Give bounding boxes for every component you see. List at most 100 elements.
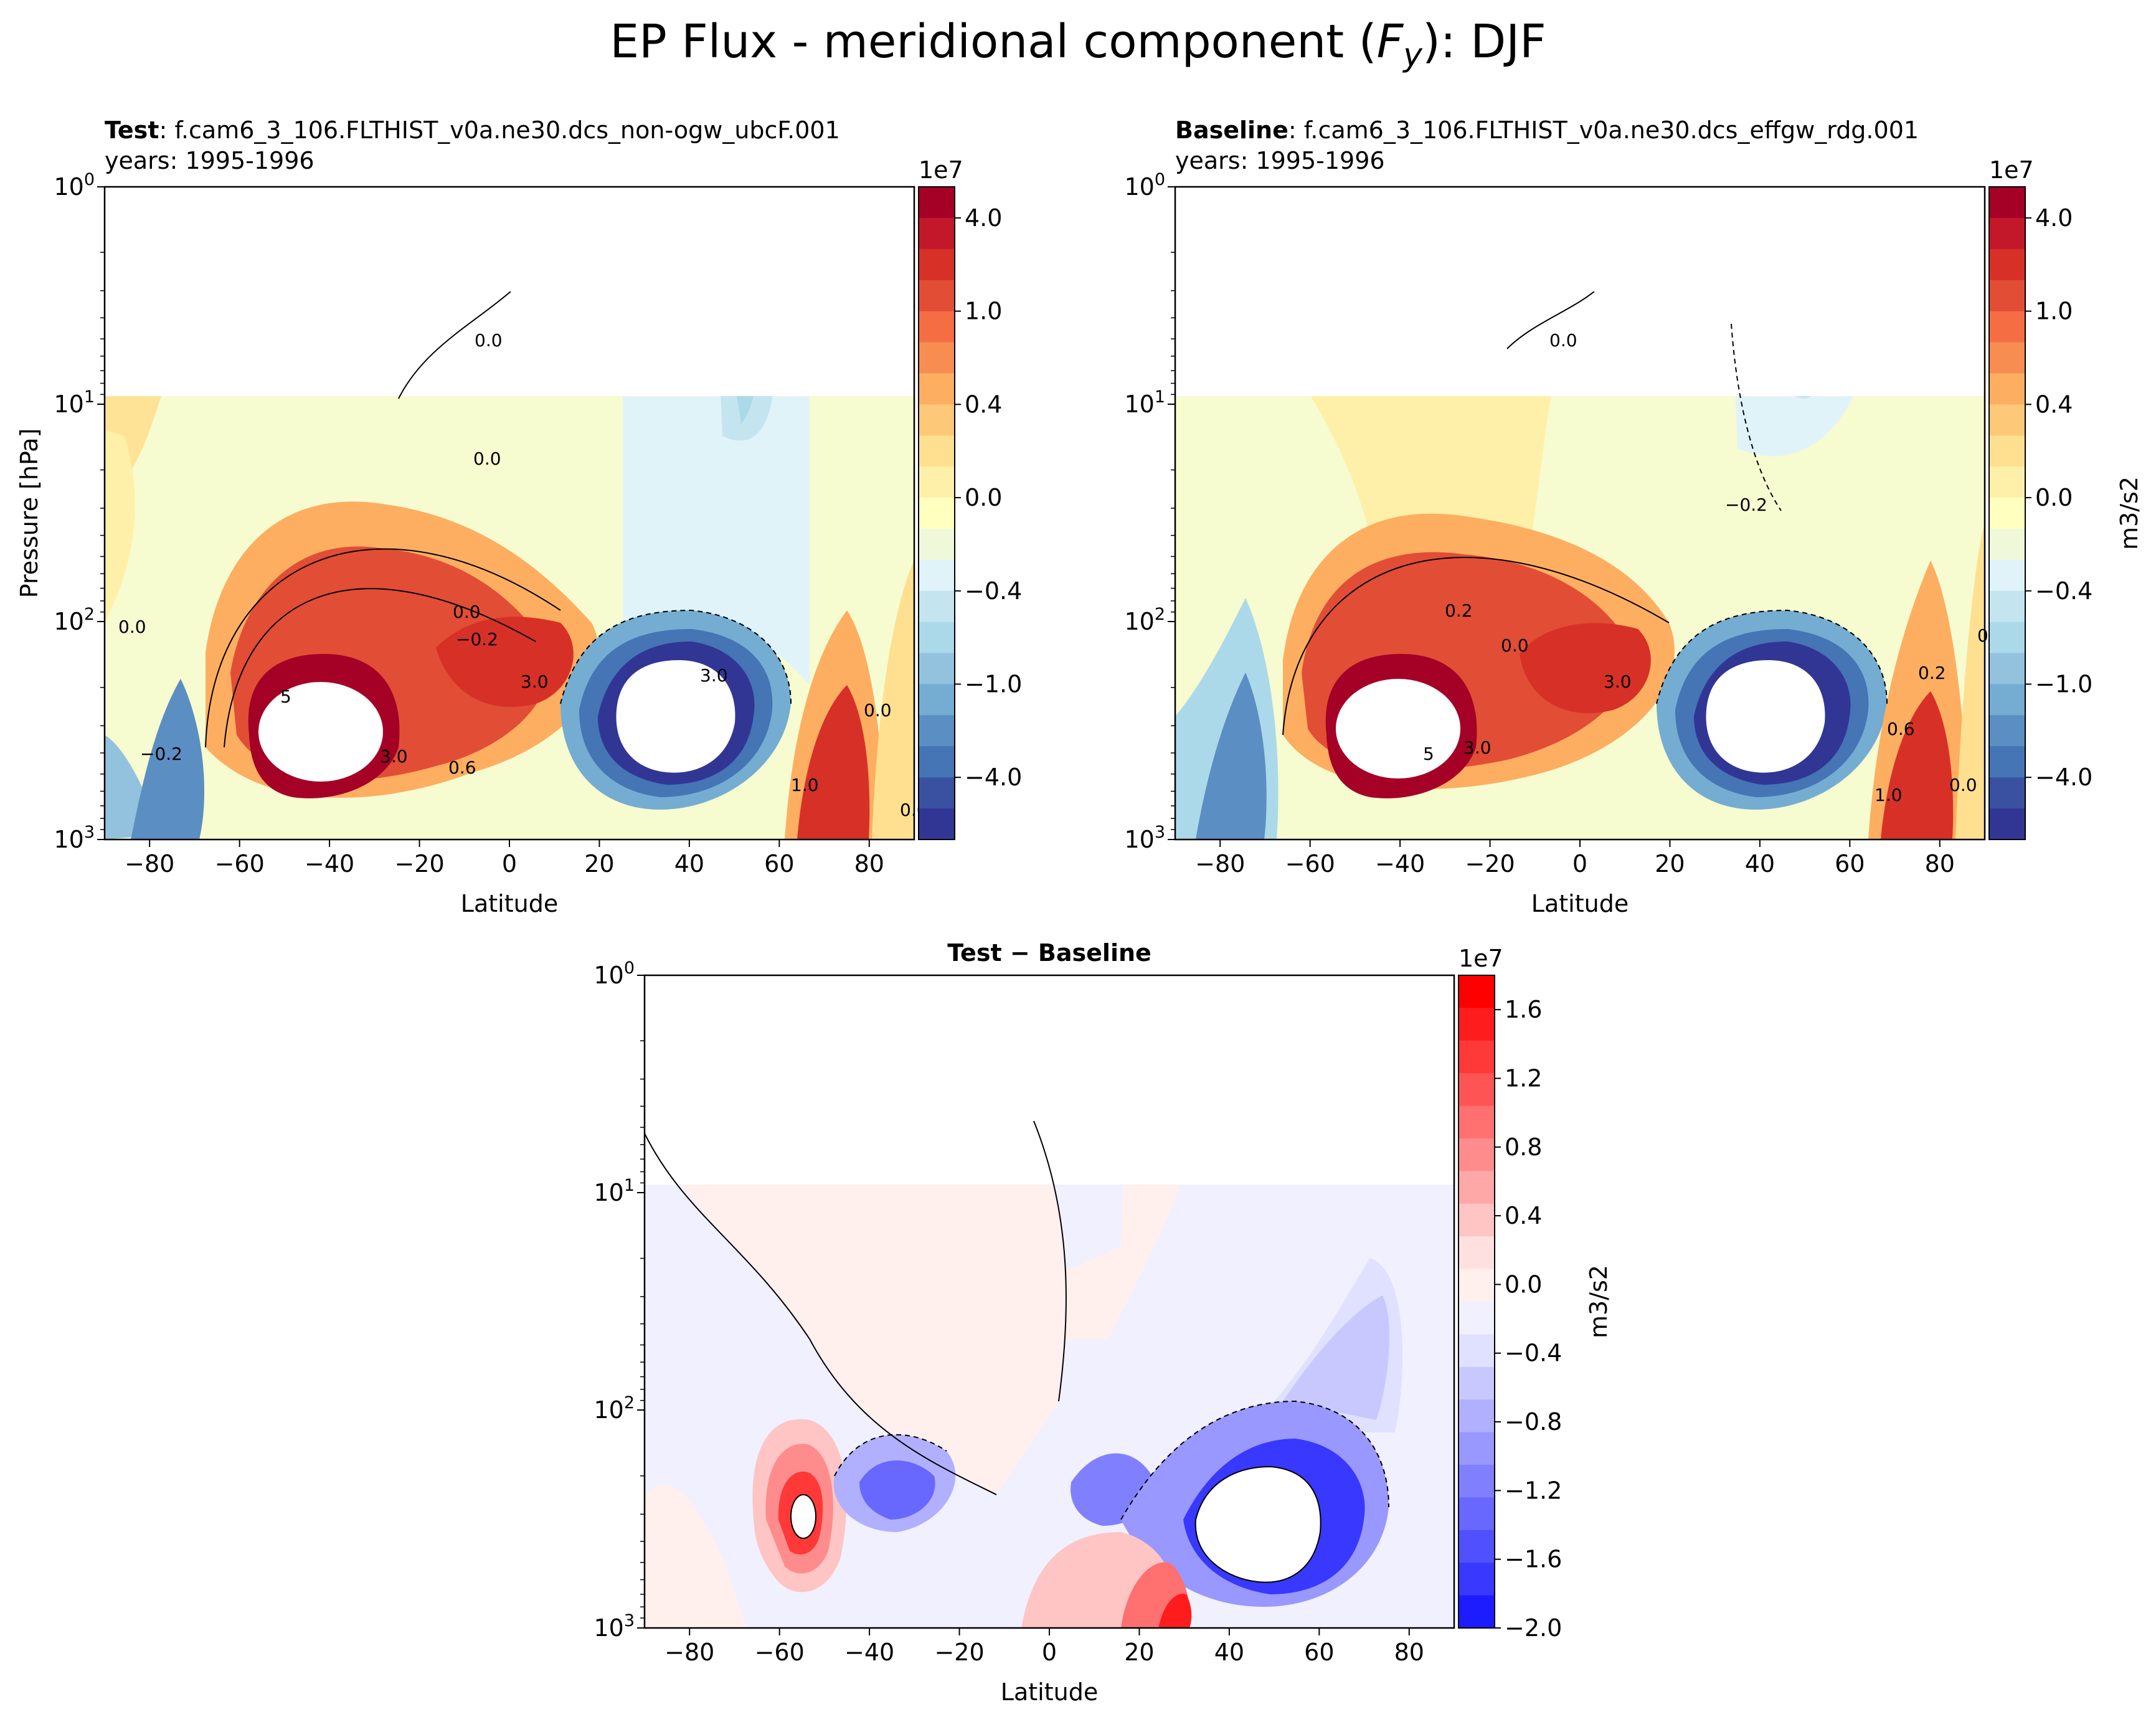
panel-diff-colorbar-segment (1459, 1595, 1495, 1629)
panel-test-colorbar-segment (919, 777, 955, 809)
panel-diff-xtick-label-3: −20 (934, 1639, 984, 1666)
panel-test-xlabel: Latitude (461, 890, 558, 917)
panel-baseline-colorbar-tick-label-3: 0.0 (2035, 484, 2073, 511)
panel-diff-colorbar-tick-label-4: 0.0 (1505, 1270, 1542, 1298)
panel-diff-colorbar: 1.6 1.2 0.8 0.4 0.0 −0.4 −0.8 −1.2 −1.6 −2.0 (1458, 975, 1562, 1642)
panel-diff-xtick-label-1: −60 (755, 1639, 805, 1666)
panel-diff-colorbar-segment (1459, 1465, 1495, 1498)
panel-diff-colorbar-segment (1459, 1138, 1495, 1171)
panel-diff-colorbar-tick-label-0: 1.6 (1505, 996, 1542, 1023)
panel-baseline-colorbar-segment (1989, 217, 2025, 250)
panel-diff-xlabel: Latitude (1001, 1678, 1098, 1706)
panel-diff-contour-c (1120, 1400, 1389, 1520)
panel-baseline-colorbar-segment (1989, 808, 2025, 840)
panel-test-colorbar-segment (919, 653, 955, 685)
panel-baseline-clabel-3: 0.2 (1445, 600, 1473, 621)
panel-diff: Test − Baseline (593, 939, 1612, 1706)
panel-baseline-xlabel: Latitude (1531, 890, 1629, 917)
panel-diff-xtick-label-5: 20 (1124, 1639, 1154, 1666)
panel-diff-contour-a (645, 1133, 997, 1495)
panel-test-colorbar-segment (919, 342, 955, 374)
panel-test-colorbar-segment (919, 498, 955, 529)
panel-test-clabel-11: 0.6 (448, 757, 476, 778)
figure-suptitle: EP Flux - meridional component (Fy): DJF (610, 15, 1546, 74)
panel-diff-colorbar-label: m3/s2 (1585, 1265, 1612, 1338)
panel-test-contour-b (224, 588, 536, 748)
panel-test-ylabel: Pressure [hPa] (16, 428, 43, 598)
panel-diff-colorbar-tick-label-8: −1.6 (1505, 1546, 1562, 1573)
panel-baseline: Baseline: f.cam6_3_106.FLTHIST_v0a.ne30.… (1124, 116, 2143, 917)
panel-test-clabel-10: 5 (280, 686, 291, 707)
panel-diff-colorbar-segment (1459, 1269, 1495, 1302)
panel-baseline-colorbar-segment (1989, 404, 2025, 436)
panel-baseline-colorbar-label: m3/s2 (2116, 476, 2143, 550)
panel-test-clabel-7: 3.0 (521, 671, 549, 692)
panel-test-title: Test: f.cam6_3_106.FLTHIST_v0a.ne30.dcs_… (105, 116, 840, 144)
panel-test-clabel-4: 0.0 (453, 602, 481, 622)
panel-test-colorbar-tick-label-6: −4.0 (965, 764, 1022, 791)
panel-baseline-clabel-13: 1.0 (1875, 785, 1903, 805)
panel-test-colorbar-segment (919, 217, 955, 250)
panel-diff-colorbar-tick-label-2: 0.8 (1505, 1133, 1542, 1161)
panel-baseline-title: Baseline: f.cam6_3_106.FLTHIST_v0a.ne30.… (1175, 116, 1919, 144)
panel-diff-colorbar-segment (1459, 1040, 1495, 1074)
panel-test-colorbar-segment (919, 808, 955, 840)
panel-baseline-ytick-label-1: 101 (1124, 387, 1165, 418)
panel-baseline-colorbar-segment (1989, 435, 2025, 467)
panel-test-clabel-9: 3.0 (380, 746, 408, 767)
panel-test-contour-a (205, 548, 561, 748)
panel-test-xtick-label-8: 80 (854, 850, 884, 878)
panel-test-xtick-label-5: 20 (584, 850, 614, 878)
panel-baseline-colorbar-multiplier: 1e7 (1989, 156, 2034, 184)
panel-test-colorbar-segment (919, 466, 955, 498)
panel-diff-contour-b (1033, 1120, 1067, 1402)
panel-diff-xtick-label-8: 80 (1394, 1639, 1424, 1666)
panel-diff-colorbar-segment (1459, 1497, 1495, 1531)
panel-baseline-years: years: 1995-1996 (1175, 147, 1385, 174)
panel-test-colorbar: 4.0 1.0 0.4 0.0 −0.4 −1.0 −4.0 (918, 186, 1022, 840)
panel-diff-colorbar-multiplier: 1e7 (1459, 945, 1503, 972)
panel-baseline-clabel-7: 5 (1423, 744, 1434, 764)
panel-test-clabel-14: 0.0 (864, 700, 892, 721)
panel-test-colorbar-tick-label-3: 0.0 (965, 484, 1002, 511)
panel-baseline-colorbar-segment (1989, 311, 2025, 343)
panel-baseline-clabel-5: 3.0 (1604, 671, 1632, 692)
panel-test-colorbar-segment (919, 746, 955, 778)
panel-diff-colorbar-segment (1459, 1105, 1495, 1139)
panel-baseline-colorbar-segment (1989, 248, 2025, 281)
panel-test-colorbar-multiplier: 1e7 (919, 156, 963, 184)
panel-test-clabel-5: −0.2 (456, 629, 498, 650)
panel-diff-colorbar-segment (1459, 975, 1495, 1008)
panel-baseline-colorbar: 4.0 1.0 0.4 0.0 −0.4 −1.0 −4.0 (1988, 186, 2092, 840)
panel-test-clabel-15: 1.0 (791, 775, 819, 795)
panel-diff-colorbar-segment (1459, 1563, 1495, 1596)
panel-baseline-xtick-label-6: 40 (1745, 850, 1775, 878)
panel-baseline-clabel-9: 0.2 (1918, 663, 1946, 683)
panel-diff-colorbar-segment (1459, 1530, 1495, 1563)
panel-test-colorbar-segment (919, 435, 955, 467)
panel-baseline-xtick-label-2: −40 (1375, 850, 1425, 878)
panel-baseline-colorbar-segment (1989, 746, 2025, 778)
panel-test-colorbar-segment (919, 187, 955, 219)
panel-baseline-colorbar-segment (1989, 684, 2025, 716)
panel-test-clabel-2: 0.0 (473, 448, 501, 469)
panel-baseline-colorbar-segment (1989, 653, 2025, 685)
panel-test-colorbar-segment (919, 373, 955, 405)
panel-baseline-field (1175, 291, 1985, 840)
panel-baseline-contour-c (1506, 291, 1595, 349)
panel-baseline-colorbar-frame (1988, 186, 2026, 840)
panel-test-colorbar-tick-label-0: 4.0 (965, 204, 1002, 232)
panel-test-colorbar-tick-label-2: 0.4 (965, 390, 1002, 418)
panel-test-xtick-label-7: 60 (764, 850, 794, 878)
panel-test-xtick-label-1: −60 (215, 850, 265, 878)
panel-diff-colorbar-segment (1459, 1073, 1495, 1107)
panel-baseline-clabel-4: 0.0 (1501, 635, 1529, 656)
panel-diff-xtick-label-0: −80 (664, 1639, 714, 1666)
panel-test-colorbar-segment (919, 404, 955, 436)
panel-diff-colorbar-tick-label-5: −0.4 (1505, 1340, 1562, 1367)
panel-baseline-xticks: −80 −60 −40 −20 0 20 40 60 80 (1171, 252, 1955, 878)
panel-baseline-colorbar-segment (1989, 528, 2025, 561)
panel-baseline-clabel-12: 0.0 (1949, 775, 1977, 795)
panel-baseline-colorbar-tick-label-1: 1.0 (2035, 298, 2073, 325)
panel-baseline-contour-a (1282, 557, 1670, 736)
